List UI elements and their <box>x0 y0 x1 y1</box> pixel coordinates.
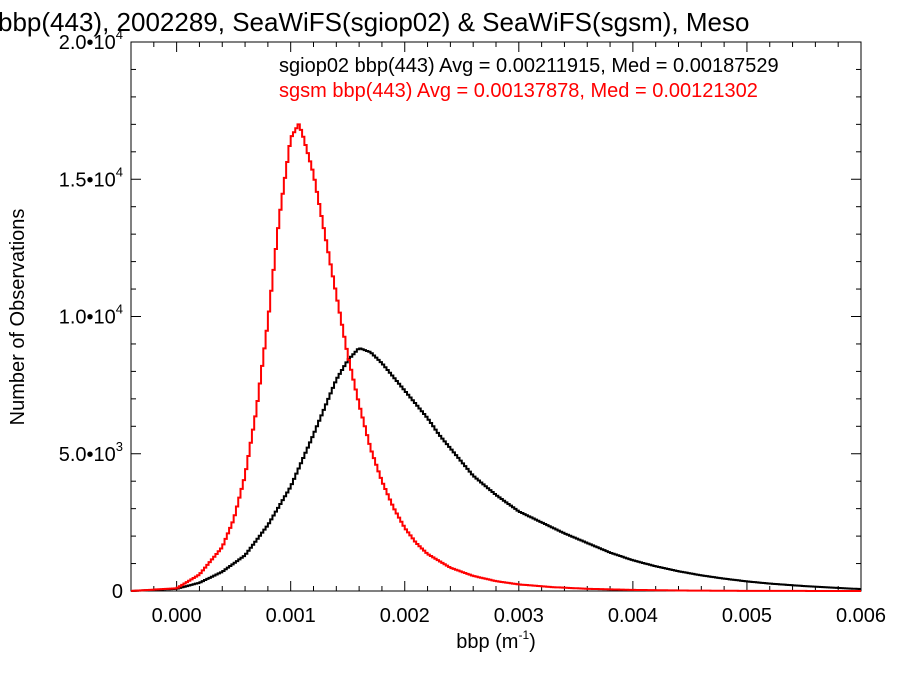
legend: sgiop02 bbp(443) Avg = 0.00211915, Med =… <box>279 55 779 102</box>
y-tick-label: 0 <box>112 581 123 603</box>
y-tick-label: 5.0•103 <box>59 439 123 466</box>
x-axis: 0.000 0.001 0.002 0.003 0.004 0.005 0.006 <box>130 42 886 627</box>
series-line-sgiop02 <box>131 347 861 592</box>
y-tick-label: 2.0•104 <box>59 27 123 54</box>
plot-frame <box>130 41 862 592</box>
y-axis: 0 5.0•103 1.0•104 1.5•104 2.0•104 <box>59 27 861 603</box>
chart-title: bbp(443), 2002289, SeaWiFS(sgiop02) & Se… <box>0 7 749 37</box>
x-tick-label: 0.002 <box>380 605 430 627</box>
x-tick-label: 0.005 <box>722 605 772 627</box>
x-tick-label: 0.004 <box>608 605 658 627</box>
x-tick-label: 0.000 <box>152 605 202 627</box>
series-layer <box>131 123 861 592</box>
y-tick-label: 1.5•104 <box>59 164 123 191</box>
x-axis-label-text: bbp (m <box>456 631 518 653</box>
x-axis-label-exponent: -1 <box>518 628 529 642</box>
x-axis-label-close: ) <box>529 631 536 653</box>
x-tick-label: 0.003 <box>494 605 544 627</box>
series-line-sgsm <box>131 123 861 592</box>
y-axis-label: Number of Observations <box>7 209 29 426</box>
x-axis-label: bbp (m-1) <box>456 628 536 653</box>
legend-entry-sgiop02: sgiop02 bbp(443) Avg = 0.00211915, Med =… <box>279 55 779 77</box>
legend-entry-sgsm: sgsm bbp(443) Avg = 0.00137878, Med = 0.… <box>279 80 758 102</box>
x-tick-label: 0.001 <box>266 605 316 627</box>
x-tick-label: 0.006 <box>836 605 886 627</box>
y-tick-label: 1.0•104 <box>59 302 123 329</box>
